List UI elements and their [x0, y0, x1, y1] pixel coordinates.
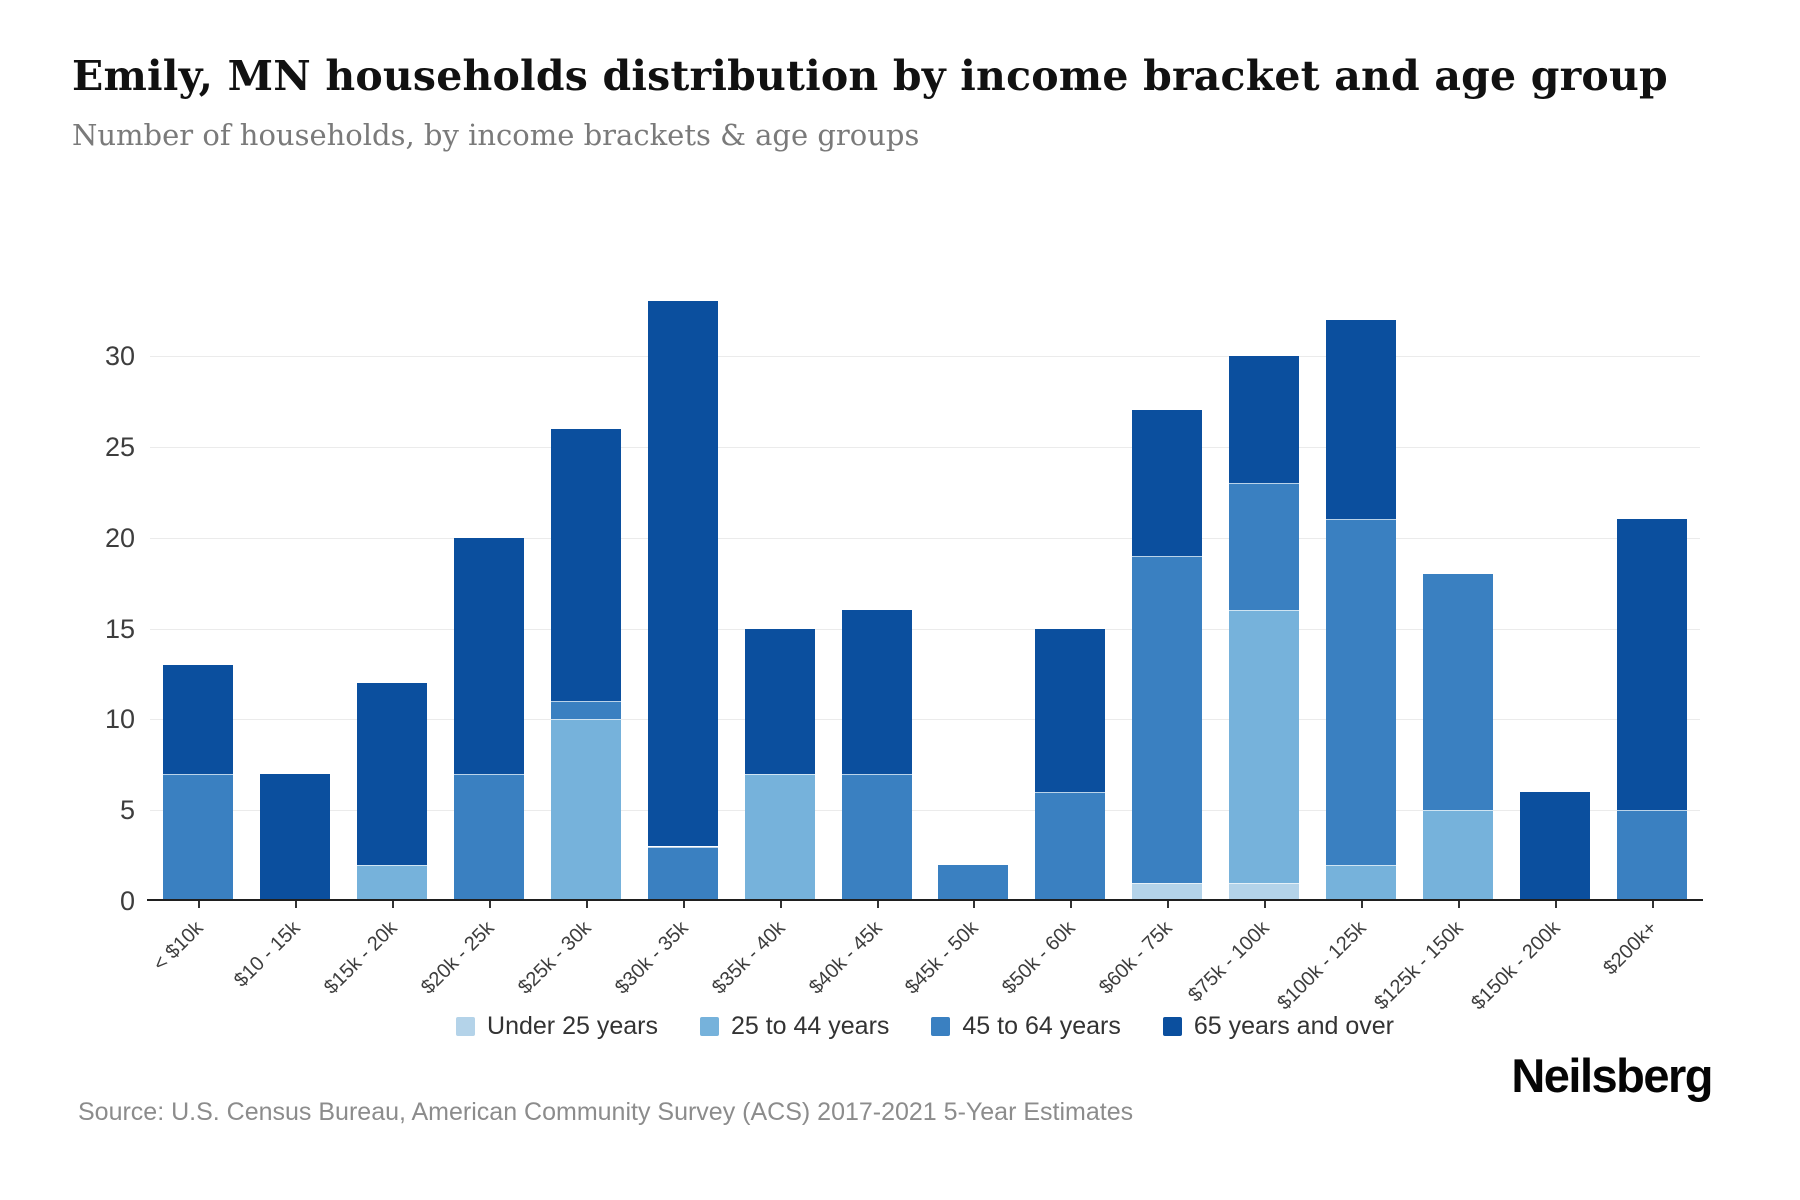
bar-segment[interactable]	[1035, 792, 1106, 901]
x-axis-tick	[682, 901, 685, 908]
bar-segment[interactable]	[1229, 610, 1300, 883]
legend-swatch	[931, 1017, 951, 1036]
x-axis-tick	[1167, 901, 1170, 908]
bar-segment[interactable]	[1229, 882, 1300, 901]
x-axis-tick	[876, 901, 879, 908]
source-text: Source: U.S. Census Bureau, American Com…	[78, 1098, 1134, 1126]
legend-item[interactable]: 65 years and over	[1162, 1012, 1394, 1041]
legend-label: 25 to 44 years	[730, 1012, 890, 1040]
x-axis-tick	[1264, 901, 1267, 908]
bar-segment[interactable]	[550, 428, 621, 702]
bar-segment[interactable]	[1132, 410, 1203, 556]
bar-segment[interactable]	[357, 864, 428, 901]
grid-line	[150, 810, 1700, 812]
bar-segment[interactable]	[357, 683, 428, 865]
grid-line	[150, 719, 1700, 721]
x-axis-tick	[779, 901, 782, 908]
bar-segment[interactable]	[1616, 519, 1687, 811]
x-axis-tick	[585, 901, 588, 908]
x-axis-tick	[1070, 901, 1073, 908]
bar-segment[interactable]	[744, 773, 815, 901]
bar-segment[interactable]	[841, 610, 912, 774]
legend-label: 65 years and over	[1193, 1012, 1394, 1040]
x-axis-tick	[198, 901, 201, 908]
bar-segment[interactable]	[163, 664, 234, 774]
y-axis-tick-label: 15	[104, 613, 135, 644]
grid-line	[150, 628, 1700, 630]
x-axis-line	[147, 899, 1703, 901]
x-axis-tick	[392, 901, 395, 908]
y-axis-tick-label: 20	[104, 522, 135, 553]
legend-label: Under 25 years	[487, 1012, 658, 1040]
bar-segment[interactable]	[1035, 628, 1106, 792]
bar-segment[interactable]	[454, 537, 525, 774]
bar-segment[interactable]	[260, 773, 331, 901]
x-axis-tick	[973, 901, 976, 908]
legend-label: 45 to 64 years	[962, 1012, 1121, 1040]
grid-line	[150, 446, 1700, 448]
bar-segment[interactable]	[1519, 792, 1590, 901]
grid-line	[150, 355, 1700, 357]
y-axis-tick-label: 10	[104, 704, 135, 735]
legend-swatch	[1162, 1017, 1182, 1036]
grid-line	[150, 537, 1700, 539]
bar-segment[interactable]	[1229, 483, 1300, 611]
bar-segment[interactable]	[163, 773, 234, 901]
legend-item[interactable]: 45 to 64 years	[931, 1012, 1121, 1041]
bar-segment[interactable]	[647, 301, 718, 847]
chart-legend: Under 25 years 25 to 44 years 45 to 64 yea…	[150, 1012, 1700, 1041]
page-title: Emily, MN households distribution by inc…	[72, 52, 1668, 100]
y-axis-tick-label: 30	[104, 340, 135, 371]
legend-item[interactable]: Under 25 years	[456, 1012, 658, 1041]
bar-segment[interactable]	[550, 701, 621, 720]
neilsberg-logo: Neilsberg	[1511, 1049, 1713, 1102]
bar-segment[interactable]	[744, 628, 815, 774]
bar-segment[interactable]	[454, 773, 525, 901]
x-axis-tick	[1554, 901, 1557, 908]
legend-item[interactable]: 25 to 44 years	[699, 1012, 890, 1041]
page-subtitle: Number of households, by income brackets…	[72, 118, 920, 152]
bar-segment[interactable]	[1229, 355, 1300, 484]
x-axis-tick	[1651, 901, 1654, 908]
bar-segment[interactable]	[1132, 555, 1203, 883]
bar-segment[interactable]	[1132, 882, 1203, 901]
bar-segment[interactable]	[938, 864, 1009, 901]
legend-swatch	[456, 1017, 476, 1036]
x-axis-tick	[489, 901, 492, 908]
bar-segment[interactable]	[1325, 519, 1396, 865]
bar-segment[interactable]	[1325, 864, 1396, 901]
bar-segment[interactable]	[1422, 573, 1493, 811]
x-axis-tick	[295, 901, 298, 908]
bar-segment[interactable]	[841, 773, 912, 901]
y-axis-tick-label: 0	[119, 886, 135, 916]
x-axis-tick	[1457, 901, 1460, 908]
bar-segment[interactable]	[1616, 810, 1687, 901]
y-axis-tick-label: 5	[119, 795, 135, 826]
bar-segment[interactable]	[550, 719, 621, 901]
bar-segment[interactable]	[647, 846, 718, 901]
x-axis-tick	[1360, 901, 1363, 908]
bar-segment[interactable]	[1422, 810, 1493, 901]
y-axis-tick-label: 25	[104, 431, 135, 462]
legend-swatch	[699, 1017, 719, 1036]
bar-segment[interactable]	[1325, 319, 1396, 520]
